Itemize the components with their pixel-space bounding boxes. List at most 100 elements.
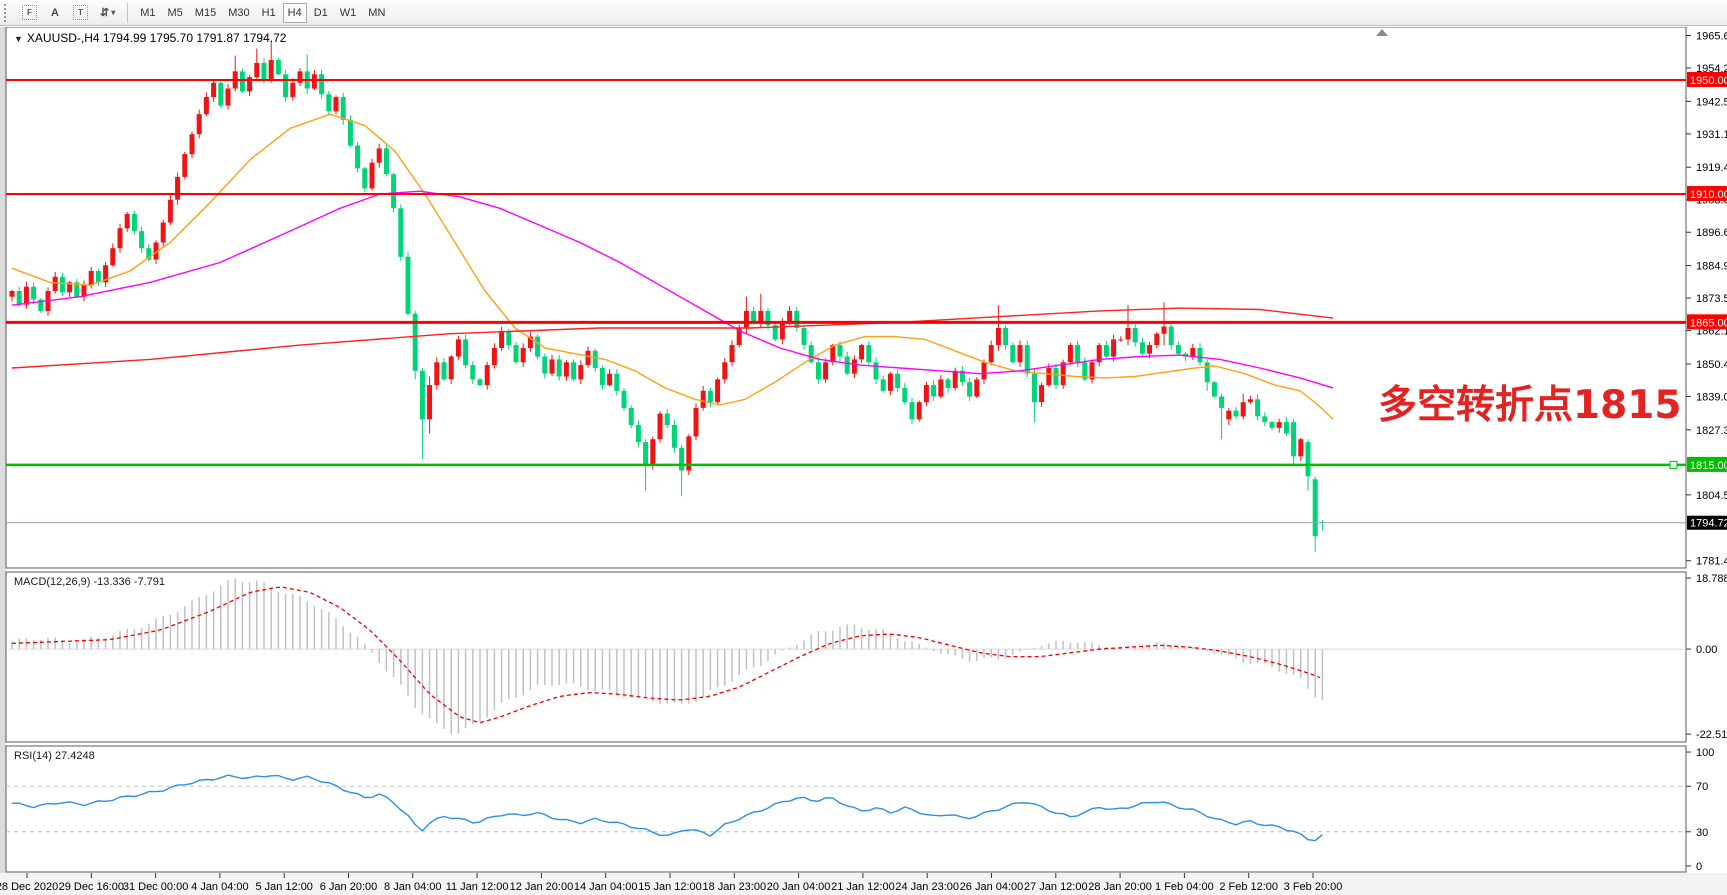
timeframe-button-m30[interactable]: M30 [223, 3, 254, 23]
collapse-triangle-icon[interactable]: ▼ [14, 34, 23, 44]
candle-body [441, 362, 447, 380]
time-tick-label: 1 Feb 04:00 [1155, 881, 1214, 893]
candle-body [95, 271, 101, 283]
time-tick-label: 28 Dec 2020 [0, 881, 58, 893]
candle-body [635, 425, 641, 443]
candle-body [124, 214, 130, 229]
candle-body [938, 379, 944, 397]
candle-body [1096, 345, 1102, 363]
text-label-icon[interactable]: T [68, 3, 93, 23]
arrow-objects-icon[interactable]: ⇵ ▾ [95, 3, 120, 23]
level-marker-square[interactable] [1669, 460, 1678, 469]
candle-body [1197, 348, 1203, 363]
rsi-tick-label: 70 [1696, 781, 1708, 793]
candle-body [1233, 410, 1239, 417]
candle-body [340, 97, 346, 120]
timeframe-button-m5[interactable]: M5 [163, 3, 188, 23]
time-tick-label: 2 Feb 12:00 [1219, 881, 1278, 893]
timeframe-button-mn[interactable]: MN [363, 3, 390, 23]
candle-body [1039, 385, 1045, 403]
candle-body [556, 359, 562, 377]
candle-body [491, 348, 497, 366]
candle-body [391, 174, 397, 209]
chart-canvas[interactable]: 1965.601954.201942.501931.101919.401908.… [0, 27, 1727, 895]
candle-body [686, 436, 692, 471]
candle-body [146, 248, 152, 260]
candle-body [880, 379, 886, 391]
candle-body [23, 286, 29, 305]
candle-body [873, 362, 879, 380]
candle-body [527, 336, 533, 348]
candle-body [779, 322, 785, 340]
timeframe-button-w1[interactable]: W1 [335, 3, 362, 23]
candle-body [1010, 345, 1016, 363]
candle-body [1269, 422, 1275, 428]
time-tick-label: 26 Jan 04:00 [960, 881, 1024, 893]
candle-body [1298, 439, 1304, 457]
candle-wick [1127, 305, 1129, 346]
candle-body [895, 373, 901, 388]
candle-body [772, 325, 778, 340]
candle-body [887, 373, 893, 391]
candle-body [1190, 348, 1196, 357]
candle-body [1226, 410, 1232, 420]
timeframe-button-m1[interactable]: M1 [135, 3, 160, 23]
macd-tick-label: 0.00 [1696, 644, 1717, 656]
candle-body [52, 276, 58, 291]
candle-body [787, 310, 793, 323]
candle-body [67, 282, 73, 293]
candle-body [326, 94, 332, 112]
candle-body [535, 336, 541, 357]
chart-shift-marker-icon[interactable] [1376, 29, 1388, 36]
candle-body [506, 330, 512, 346]
candle-body [283, 74, 289, 98]
candle-body [484, 365, 490, 386]
level-price-tag-text: 1910.00 [1690, 189, 1727, 201]
candle-body [275, 60, 281, 75]
candle-body [549, 359, 555, 374]
candle-body [369, 162, 375, 189]
candle-body [571, 362, 577, 380]
timeframe-button-h1[interactable]: H1 [257, 3, 281, 23]
candle-body [751, 310, 757, 323]
candle-body [1175, 345, 1181, 354]
candle-body [650, 439, 656, 465]
candle-body [1161, 326, 1167, 334]
candle-body [333, 97, 339, 112]
text-a-icon[interactable]: A [44, 3, 66, 23]
candle-body [902, 387, 908, 403]
level-price-tag [1687, 314, 1727, 330]
candle-body [1003, 328, 1009, 346]
price-tick-label: 1827.30 [1696, 425, 1727, 437]
candle-body [196, 114, 202, 135]
candle-body [679, 447, 685, 471]
timeframe-button-h4[interactable]: H4 [282, 2, 307, 23]
candle-body [722, 362, 728, 380]
timeframe-button-d1[interactable]: D1 [309, 3, 333, 23]
candle-body [1118, 339, 1124, 341]
candle-body [398, 208, 404, 257]
candle-wick [1221, 393, 1223, 440]
indicator-grid-icon[interactable]: F [17, 3, 42, 23]
candle-body [599, 368, 605, 386]
candle-body [225, 88, 231, 106]
timeframe-button-m15[interactable]: M15 [190, 3, 221, 23]
candle-wick [1185, 352, 1187, 362]
main-price-pane [5, 27, 1687, 569]
toolbar-grip[interactable] [4, 3, 11, 22]
macd-histogram [11, 578, 1324, 735]
toolbar-separator [127, 2, 129, 23]
candle-body [1283, 422, 1289, 434]
candle-body [175, 176, 181, 200]
candle-body [830, 345, 836, 363]
annotation-text[interactable]: 多空转折点1815 [1378, 383, 1682, 428]
candle-body [1262, 416, 1268, 423]
price-tick-label: 1873.50 [1696, 293, 1727, 305]
time-tick-label: 31 Dec 00:00 [123, 881, 188, 893]
candle-body [974, 379, 980, 397]
candle-body [916, 402, 922, 420]
candle-body [945, 379, 951, 388]
candle-body [621, 390, 627, 408]
time-tick-label: 6 Jan 20:00 [320, 881, 378, 893]
candle-body [290, 82, 296, 98]
